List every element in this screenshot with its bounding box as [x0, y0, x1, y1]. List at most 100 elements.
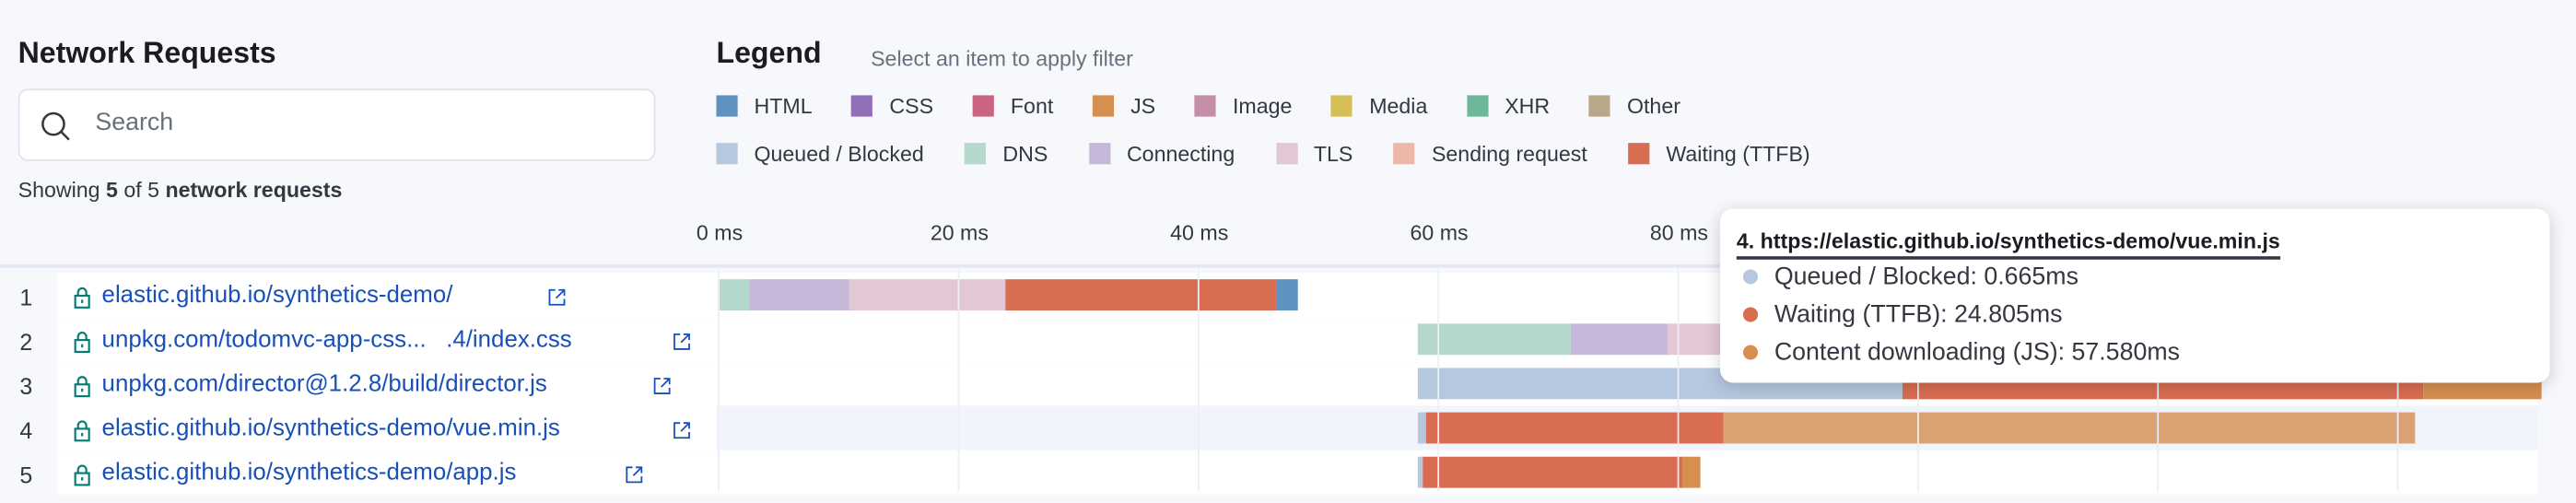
legend-hint: Select an item to apply filter: [871, 45, 1133, 71]
table-row[interactable]: 4 elastic.github.io/synthetics-demo/vue.m…: [0, 405, 2539, 450]
row-number: 2: [0, 317, 58, 362]
legend-swatch: [1467, 95, 1489, 117]
legend-swatch: [1194, 95, 1217, 117]
timing-dot-icon: [1742, 345, 1759, 360]
request-cell: elastic.github.io/synthetics-demo/vue.mi…: [57, 405, 717, 450]
legend-label: Sending request: [1431, 141, 1587, 167]
request-url-link[interactable]: unpkg.com/director@1.2.8/build/director.…: [101, 371, 547, 398]
legend-swatch: [1393, 143, 1416, 165]
timing-bar-tls[interactable]: [849, 279, 1006, 311]
timing-bar-waiting-ttfb[interactable]: [1426, 412, 1724, 444]
request-cell: elastic.github.io/synthetics-demo/app.js: [57, 450, 717, 495]
search-input[interactable]: [91, 106, 625, 138]
waterfall-track[interactable]: [716, 405, 2539, 450]
timing-bar-content-downloading-js[interactable]: [1724, 412, 2415, 444]
axis-tick-label: 20 ms: [930, 219, 989, 245]
legend-item-dns[interactable]: DNS: [965, 141, 1048, 166]
row-number: 1: [0, 273, 58, 318]
request-cell: unpkg.com/director@1.2.8/build/director.…: [57, 361, 717, 406]
tooltip-title: 4. https://elastic.github.io/synthetics-…: [1736, 228, 2280, 260]
legend-swatch: [1275, 143, 1298, 165]
timing-bar-queued-blocked[interactable]: [1418, 412, 1427, 444]
lock-icon: [74, 419, 90, 450]
timing-bar-dns[interactable]: [720, 279, 750, 311]
external-link-icon[interactable]: [672, 419, 691, 449]
tooltip-item-label: Content downloading (JS): 57.580ms: [1774, 338, 2180, 367]
legend-label: TLS: [1313, 141, 1353, 167]
legend-swatch: [1331, 95, 1353, 117]
legend-swatch: [1093, 95, 1115, 117]
legend-item-xhr[interactable]: XHR: [1467, 93, 1551, 119]
tooltip-item-label: Waiting (TTFB): 24.805ms: [1774, 300, 2063, 329]
lock-icon: [74, 463, 90, 495]
table-row[interactable]: 5 elastic.github.io/synthetics-demo/app.j…: [0, 450, 2539, 495]
showing-prefix: Showing: [18, 177, 106, 203]
lock-icon: [74, 330, 90, 361]
waterfall-track[interactable]: [716, 450, 2539, 495]
legend-item-font[interactable]: Font: [972, 94, 1053, 118]
showing-of: of 5: [117, 177, 166, 203]
legend-label: CSS: [889, 93, 934, 119]
legend-label: XHR: [1505, 93, 1551, 119]
request-url-link[interactable]: unpkg.com/todomvc-app-css... .4/index.cs…: [101, 326, 572, 354]
request-url-link[interactable]: elastic.github.io/synthetics-demo/: [101, 282, 453, 310]
row-number: 5: [0, 450, 58, 495]
legend-swatch: [716, 95, 738, 117]
external-link-icon[interactable]: [547, 286, 567, 315]
legend-label: DNS: [1002, 141, 1048, 167]
timing-bar-waiting-ttfb[interactable]: [1423, 456, 1682, 488]
timing-bar-connecting[interactable]: [749, 279, 850, 311]
legend-swatch: [965, 143, 987, 165]
legend-item-waiting-ttfb-[interactable]: Waiting (TTFB): [1628, 141, 1810, 167]
legend-item-other[interactable]: Other: [1588, 93, 1680, 119]
tooltip-item: Content downloading (JS): 57.580ms: [1742, 338, 2180, 367]
timing-bar-connecting[interactable]: [1570, 323, 1669, 356]
search-field[interactable]: [18, 88, 656, 161]
timing-bar-content-downloading-html[interactable]: [1276, 279, 1299, 311]
legend-item-sending-request[interactable]: Sending request: [1393, 141, 1587, 167]
panel-title: Network Requests: [18, 36, 276, 69]
timing-bar-waiting-ttfb[interactable]: [1005, 279, 1277, 311]
legend-label: Waiting (TTFB): [1666, 141, 1810, 167]
timing-dot-icon: [1742, 269, 1759, 285]
gridline: [957, 267, 960, 492]
legend-label: Other: [1626, 93, 1680, 119]
legend-label: HTML: [754, 93, 813, 119]
axis-tick-label: 80 ms: [1649, 219, 1708, 245]
tooltip-item: Queued / Blocked: 0.665ms: [1742, 263, 2078, 291]
legend-item-css[interactable]: CSS: [851, 93, 934, 119]
axis-tick-label: 60 ms: [1410, 219, 1469, 245]
timing-dot-icon: [1742, 307, 1759, 322]
legend-label: JS: [1130, 93, 1156, 119]
legend-types: HTML CSS Font JS Image Media XHR Other: [716, 93, 1719, 119]
request-url-link[interactable]: elastic.github.io/synthetics-demo/app.js: [101, 460, 517, 486]
external-link-icon[interactable]: [625, 463, 644, 493]
timing-bar-queued-blocked[interactable]: [1418, 456, 1423, 488]
request-url-link[interactable]: elastic.github.io/synthetics-demo/vue.mi…: [101, 415, 560, 442]
gridline: [1197, 267, 1200, 492]
legend-label: Media: [1369, 93, 1428, 119]
legend-item-image[interactable]: Image: [1194, 93, 1293, 119]
legend-swatch: [1588, 95, 1611, 117]
request-tooltip: 4. https://elastic.github.io/synthetics-…: [1720, 208, 2550, 383]
legend-item-connecting[interactable]: Connecting: [1088, 141, 1235, 166]
legend-item-tls[interactable]: TLS: [1275, 141, 1353, 167]
legend-item-js[interactable]: JS: [1093, 93, 1156, 119]
legend-item-html[interactable]: HTML: [716, 93, 813, 119]
timing-bar-content-downloading-js[interactable]: [1681, 456, 1701, 488]
lock-icon: [74, 375, 90, 406]
timing-bar-dns[interactable]: [1418, 323, 1571, 356]
external-link-icon[interactable]: [672, 330, 691, 359]
legend-swatch: [851, 95, 873, 117]
legend-label: Image: [1232, 93, 1293, 119]
legend-item-media[interactable]: Media: [1331, 93, 1428, 119]
legend-item-queued-blocked[interactable]: Queued / Blocked: [716, 141, 924, 166]
external-link-icon[interactable]: [652, 375, 672, 404]
legend-swatch: [1628, 143, 1650, 165]
request-cell: unpkg.com/todomvc-app-css... .4/index.cs…: [57, 317, 717, 362]
axis-tick-label: 40 ms: [1170, 219, 1229, 245]
legend-swatch: [972, 95, 995, 117]
legend-title: Legend: [716, 36, 822, 69]
row-number: 3: [0, 361, 58, 406]
